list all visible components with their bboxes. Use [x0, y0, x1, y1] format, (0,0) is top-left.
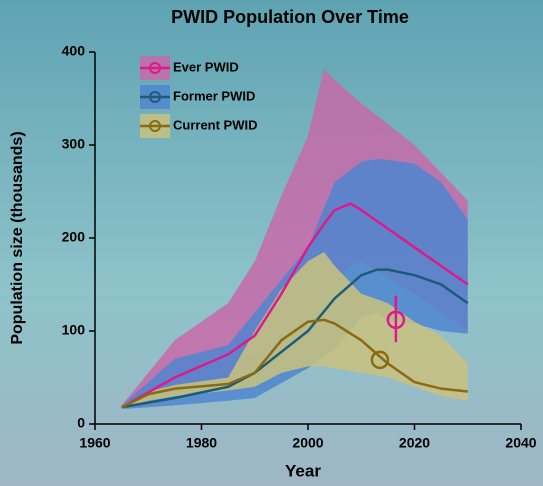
legend-label: Former PWID: [173, 88, 255, 103]
y-tick-label: 200: [62, 229, 86, 245]
x-tick-label: 1980: [186, 435, 217, 451]
chart: PWID Population Over Time Year Populatio…: [0, 0, 543, 486]
y-tick-label: 100: [62, 322, 86, 338]
x-tick-label: 2040: [505, 435, 536, 451]
legend-label: Current PWID: [173, 117, 258, 132]
y-tick-label: 300: [62, 136, 86, 152]
legend-label: Ever PWID: [173, 59, 239, 74]
chart-title: PWID Population Over Time: [171, 7, 409, 27]
page: {"chart_data": {"type": "line-band", "ti…: [0, 0, 543, 486]
x-tick-label: 1960: [79, 435, 110, 451]
y-axis-label: Population size (thousands): [9, 131, 26, 344]
y-tick-label: 400: [62, 43, 86, 59]
x-tick-label: 2020: [399, 435, 430, 451]
x-axis-label: Year: [285, 461, 321, 480]
y-tick-label: 0: [77, 415, 85, 431]
x-tick-label: 2000: [292, 435, 323, 451]
